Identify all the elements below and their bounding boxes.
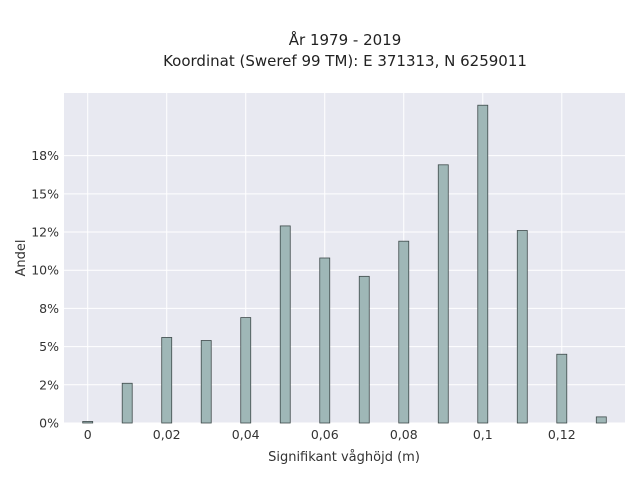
histogram-bar bbox=[240, 317, 252, 424]
histogram-bar bbox=[595, 416, 607, 424]
histogram-bar bbox=[200, 340, 212, 424]
histogram-bar bbox=[279, 225, 291, 424]
x-axis-ticks: 0 0,02 0,04 0,06 0,08 0,1 0,12 bbox=[84, 427, 576, 442]
y-tick-label: 12% bbox=[31, 225, 59, 240]
y-tick-label: 5% bbox=[39, 339, 59, 354]
x-tick-label: 0,1 bbox=[473, 427, 493, 442]
histogram-bar bbox=[121, 382, 133, 424]
y-tick-label: 2% bbox=[39, 377, 59, 392]
chart-subtitle: Koordinat (Sweref 99 TM): E 371313, N 62… bbox=[163, 52, 527, 70]
histogram-bar bbox=[319, 257, 331, 424]
histogram-bar bbox=[516, 230, 528, 424]
plot-area bbox=[64, 93, 625, 423]
histogram-bar bbox=[398, 240, 410, 424]
x-tick-label: 0 bbox=[84, 427, 92, 442]
x-tick-label: 0,06 bbox=[311, 427, 339, 442]
y-axis-label: Andel bbox=[14, 240, 29, 277]
y-tick-label: 8% bbox=[39, 301, 59, 316]
x-tick-label: 0,02 bbox=[153, 427, 181, 442]
histogram-bar bbox=[437, 164, 449, 424]
histogram-bar bbox=[477, 104, 489, 424]
y-axis-ticks: 0% 2% 5% 8% 10% 12% 15% 18% bbox=[31, 148, 59, 430]
x-tick-label: 0,04 bbox=[232, 427, 260, 442]
x-axis-label: Signifikant våghöjd (m) bbox=[268, 450, 420, 465]
bars bbox=[82, 104, 607, 424]
histogram-bar bbox=[556, 353, 568, 424]
histogram-bar bbox=[161, 337, 173, 424]
chart-title: År 1979 - 2019 bbox=[289, 30, 402, 49]
histogram-bar bbox=[82, 421, 94, 424]
x-tick-label: 0,08 bbox=[390, 427, 418, 442]
y-tick-label: 0% bbox=[39, 416, 59, 431]
x-tick-label: 0,12 bbox=[548, 427, 576, 442]
histogram-bar bbox=[358, 275, 370, 424]
y-tick-label: 15% bbox=[31, 186, 59, 201]
y-tick-label: 10% bbox=[31, 263, 59, 278]
y-tick-label: 18% bbox=[31, 148, 59, 163]
